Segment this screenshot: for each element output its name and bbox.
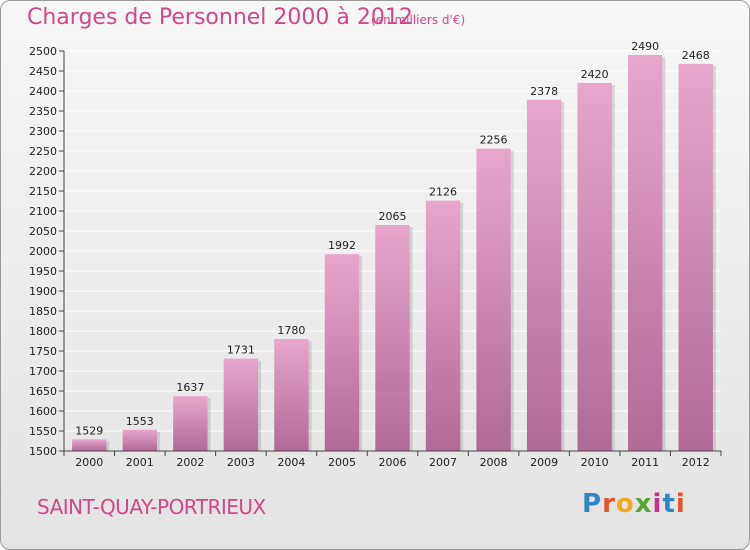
city-name: SAINT-QUAY-PORTRIEUX [37,495,266,519]
data-label: 2065 [379,210,407,223]
y-tick-label: 2000 [29,245,57,258]
bar-2011 [628,55,663,451]
logo-letter: r [602,489,616,519]
bar-2009 [526,99,562,452]
data-label: 1780 [277,324,305,337]
bar-2000 [72,439,107,451]
x-tick-label: 2010 [581,456,609,469]
bars: 1529 1553 1637 1731 1780 1992 2065 2126 2256 2378… [72,40,716,452]
bar-2004 [274,339,309,451]
x-tick-label: 2005 [328,456,356,469]
data-label: 2468 [682,49,710,62]
x-axis-ticks: 2000 2001 2002 2003 2004 2005 2006 2007 2008 2009… [63,451,722,469]
chart-title: Charges de Personnel 2000 à 2012 [27,5,413,30]
y-tick-label: 1850 [29,305,57,318]
y-tick-label: 2350 [29,105,57,118]
x-tick-label: 2004 [277,456,305,469]
data-label: 2256 [480,134,508,147]
y-axis-ticks: 1500 1550 1600 1650 1700 1750 1800 1850 1900 1950… [29,45,64,458]
data-label: 2490 [631,40,659,53]
logo-letter: P [582,489,603,519]
bar-2012 [678,63,713,452]
axes [63,51,721,452]
y-tick-label: 2400 [29,85,57,98]
y-tick-label: 1800 [29,325,57,338]
data-label: 1637 [176,381,204,394]
y-tick-label: 2150 [29,185,57,198]
y-tick-label: 1650 [29,385,57,398]
data-label: 1529 [75,424,103,437]
x-tick-label: 2012 [682,456,710,469]
logo-letter: t [662,489,676,519]
bar-2010 [577,83,612,451]
data-label: 2378 [530,85,558,98]
y-tick-label: 1950 [29,265,57,278]
bar-2008 [476,148,511,451]
bar-2003 [223,358,259,451]
y-tick-label: 1750 [29,345,57,358]
bar-2007 [425,200,461,451]
logo-letter: i [652,489,663,519]
y-tick-label: 1700 [29,365,57,378]
data-label: 1553 [126,415,154,428]
bar-2001 [122,429,157,451]
x-tick-label: 2006 [379,456,407,469]
x-tick-label: 2008 [480,456,508,469]
data-label: 2420 [581,68,609,81]
bar-2002 [173,396,208,451]
x-tick-label: 2002 [176,456,204,469]
proxiti-logo[interactable]: Proxiti [582,489,686,519]
x-tick-label: 2003 [227,456,255,469]
y-tick-label: 1600 [29,405,57,418]
logo-letter: x [634,489,653,519]
unit-label: (en milliers d'€) [371,13,466,27]
y-tick-label: 2200 [29,165,57,178]
y-tick-label: 2500 [29,45,57,58]
x-tick-label: 2001 [126,456,154,469]
y-tick-label: 1900 [29,285,57,298]
y-tick-label: 2250 [29,145,57,158]
x-tick-label: 2007 [429,456,457,469]
bar-2006 [375,225,410,451]
bar-2005 [324,254,360,451]
logo-letter: o [615,489,635,519]
data-label: 1731 [227,344,255,357]
y-tick-label: 2300 [29,125,57,138]
y-tick-label: 2100 [29,205,57,218]
data-label: 1992 [328,239,356,252]
data-label: 2126 [429,186,457,199]
y-tick-label: 2050 [29,225,57,238]
x-tick-label: 2000 [75,456,103,469]
y-tick-label: 1500 [29,445,57,458]
x-tick-label: 2011 [631,456,659,469]
logo-letter: i [675,489,686,519]
y-tick-label: 2450 [29,65,57,78]
x-tick-label: 2009 [530,456,558,469]
y-tick-label: 1550 [29,425,57,438]
